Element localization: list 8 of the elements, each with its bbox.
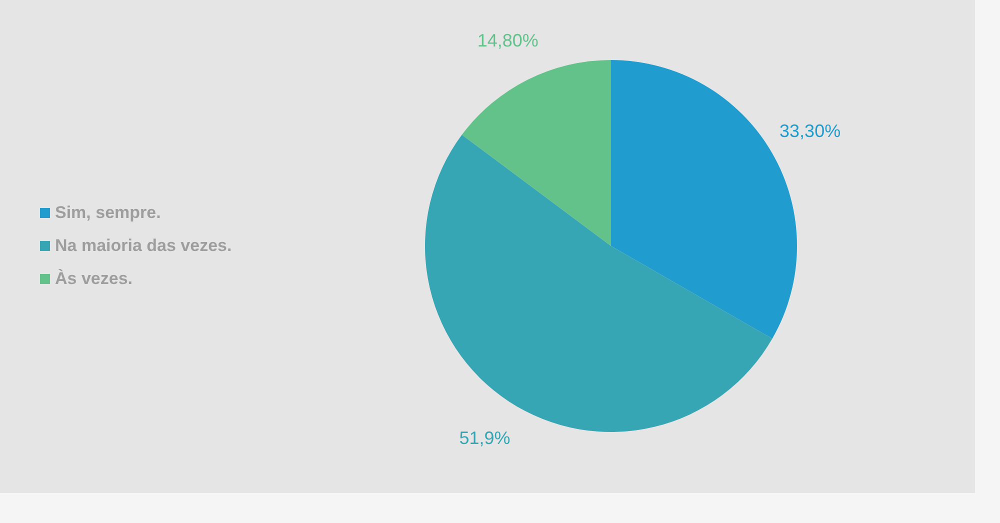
data-label: 51,9%: [459, 428, 510, 448]
pie-slice: [425, 134, 772, 432]
legend-label: Às vezes.: [55, 268, 132, 288]
legend-label: Sim, sempre.: [55, 203, 161, 222]
legend-label: Na maioria das vezes.: [55, 236, 232, 255]
data-label: 33,30%: [780, 120, 841, 141]
data-label: 14,80%: [477, 30, 538, 50]
pie-slice: [462, 60, 611, 246]
